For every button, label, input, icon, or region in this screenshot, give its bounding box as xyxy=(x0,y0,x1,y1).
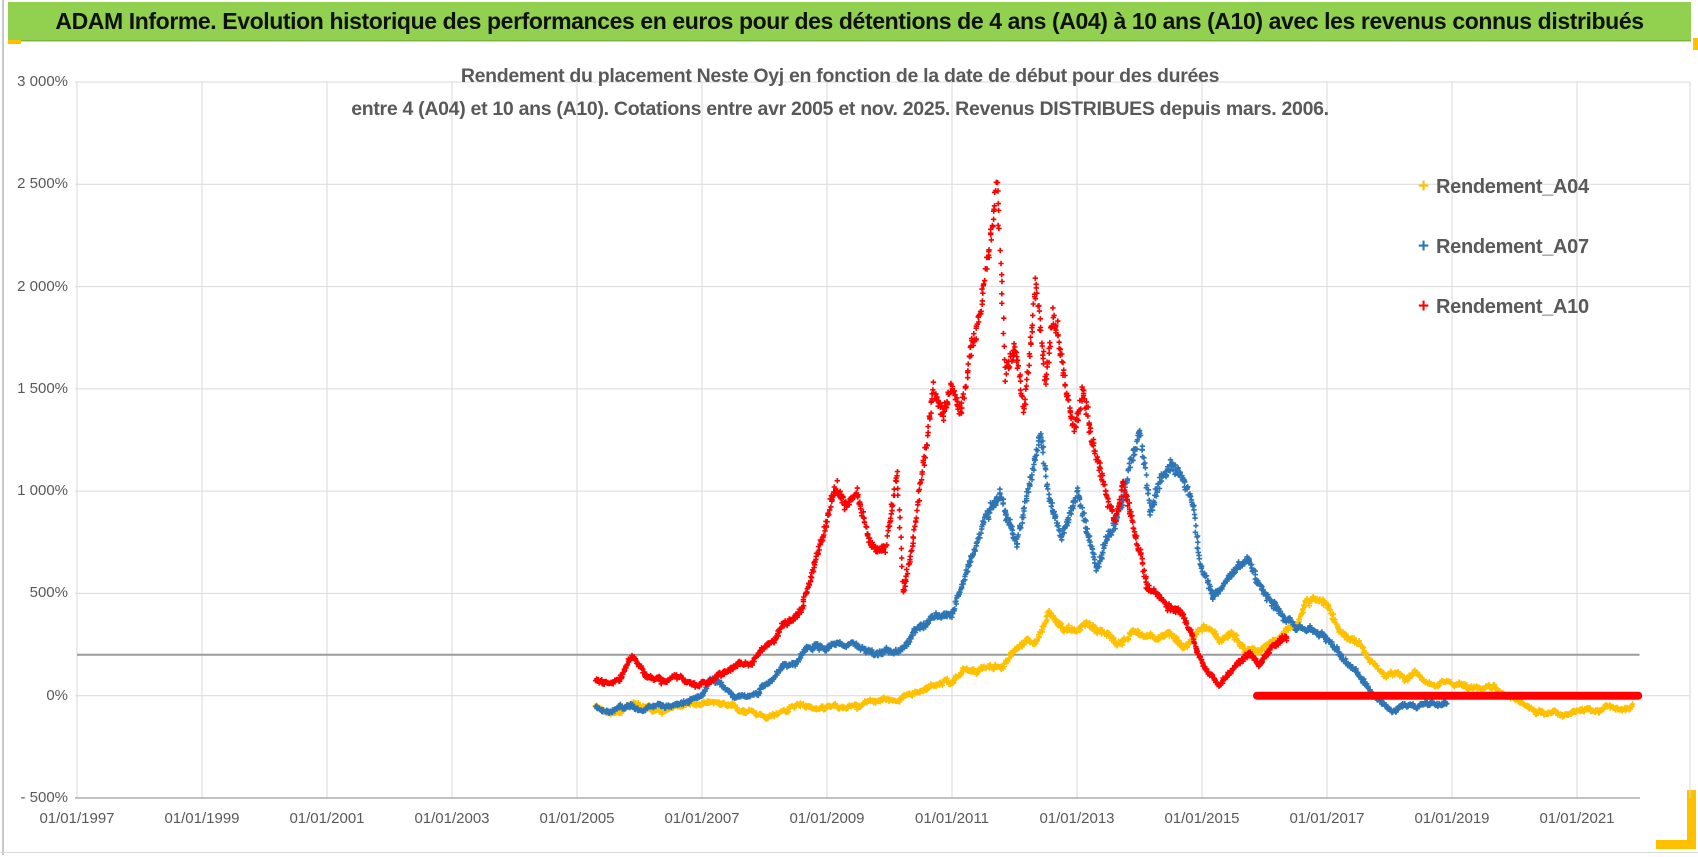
x-tick-label: 01/01/2001 xyxy=(289,810,365,827)
y-tick-label: 500% xyxy=(29,584,68,602)
legend-label-a07: Rendement_A07 xyxy=(1436,235,1589,258)
selection-accent-top-left xyxy=(8,40,21,44)
window-left-border xyxy=(2,0,4,855)
window-title-bar: ADAM Informe. Evolution historique des p… xyxy=(8,2,1691,41)
x-tick-label: 01/01/2013 xyxy=(1039,810,1115,827)
x-tick-label: 01/01/1999 xyxy=(164,810,240,827)
series-points-rendement_a04[interactable] xyxy=(592,594,1636,722)
series-points-rendement_a07[interactable] xyxy=(593,427,1450,717)
page-title: ADAM Informe. Evolution historique des p… xyxy=(55,7,1644,34)
legend-item-rendement-a04[interactable]: + Rendement_A04 xyxy=(1418,174,1589,200)
x-tick-label: 01/01/2007 xyxy=(664,810,740,827)
legend-item-rendement-a10[interactable]: + Rendement_A10 xyxy=(1418,294,1589,320)
selection-handle-bottom-right-horizontal[interactable] xyxy=(1656,840,1696,849)
window-bottom-border xyxy=(0,852,1698,853)
x-tick-label: 01/01/2021 xyxy=(1539,810,1615,827)
legend-label-a10: Rendement_A10 xyxy=(1436,295,1589,318)
chart-title: Rendement du placement Neste Oyj en fonc… xyxy=(300,60,1380,126)
legend-marker-a04-plus-icon: + xyxy=(1418,176,1430,197)
chart-title-line-1: Rendement du placement Neste Oyj en fonc… xyxy=(460,65,1220,87)
legend-item-rendement-a07[interactable]: + Rendement_A07 xyxy=(1418,234,1589,260)
header-divider xyxy=(8,41,1691,42)
legend-label-a04: Rendement_A04 xyxy=(1436,175,1589,198)
x-tick-label: 01/01/1997 xyxy=(39,810,115,827)
x-tick-label: 01/01/2015 xyxy=(1164,810,1240,827)
selection-accent-top-right xyxy=(1693,38,1698,50)
selection-handle-bottom-right-vertical[interactable] xyxy=(1687,790,1696,848)
legend-marker-a10-plus-icon: + xyxy=(1418,296,1430,317)
x-tick-label: 01/01/2005 xyxy=(539,810,615,827)
x-tick-label: 01/01/2019 xyxy=(1414,810,1490,827)
x-tick-label: 01/01/2003 xyxy=(414,810,490,827)
chart-title-line-2: entre 4 (A04) et 10 ans (A10). Cotations… xyxy=(351,98,1329,120)
y-tick-label: 0% xyxy=(46,686,68,704)
x-tick-label: 01/01/2017 xyxy=(1289,810,1365,827)
y-tick-label: 2 000% xyxy=(17,277,68,295)
x-tick-label: 01/01/2009 xyxy=(789,810,865,827)
y-tick-label: 1 500% xyxy=(17,379,68,397)
y-tick-label: - 500% xyxy=(20,789,68,806)
legend-marker-a07-plus-icon: + xyxy=(1418,236,1430,257)
y-tick-label: 2 500% xyxy=(17,175,68,193)
x-tick-label: 01/01/2011 xyxy=(915,810,989,827)
y-tick-label: 1 000% xyxy=(17,482,68,500)
series-points-rendement_a10[interactable] xyxy=(592,179,1290,690)
y-tick-label: 3 000% xyxy=(17,73,68,90)
